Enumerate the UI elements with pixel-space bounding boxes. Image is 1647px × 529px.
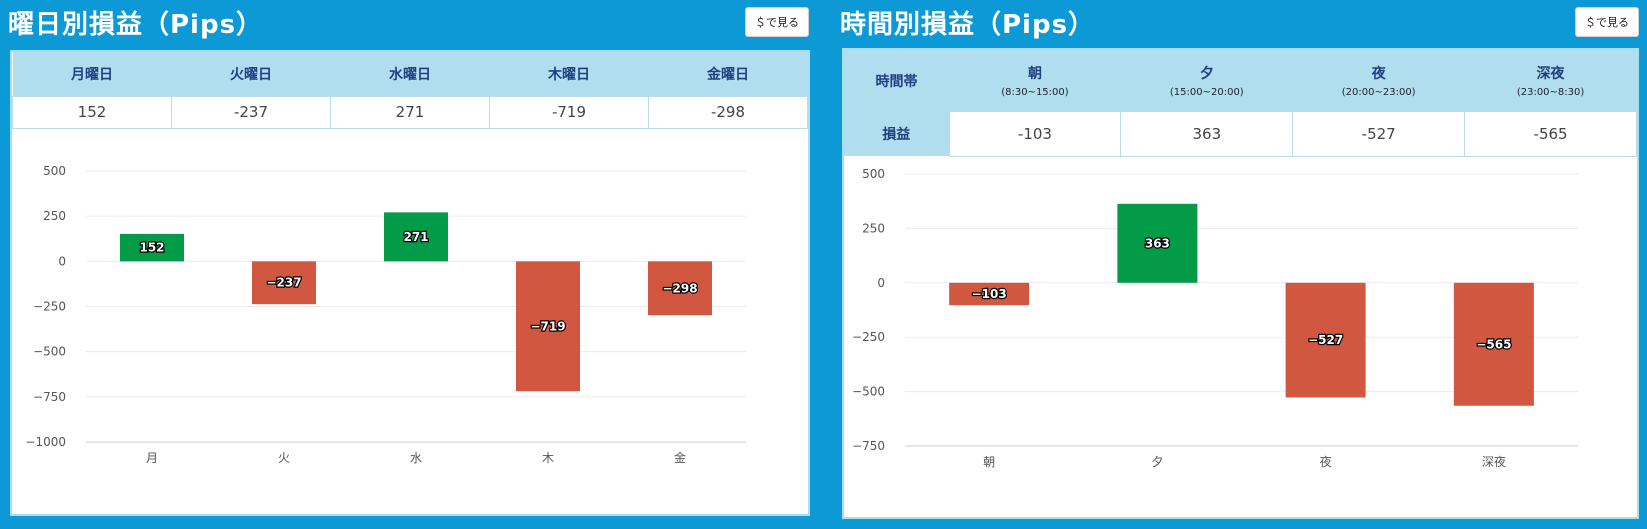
y-tick-label: −750 — [33, 390, 66, 404]
y-tick-label: 250 — [43, 209, 66, 223]
weekday-panel-header: 曜日別損益（Pips） ＄で見る — [0, 0, 820, 44]
time-bar-chart: 500 250 0 −250 −500 −750 −103 朝 363 夕 −527 夜 −565 深夜 — [852, 167, 1578, 469]
weekday-panel-title: 曜日別損益（Pips） — [8, 9, 264, 40]
bar-value-label: 152 — [139, 241, 164, 255]
y-tick-label: 250 — [862, 221, 885, 235]
x-tick-label: 水 — [410, 451, 422, 465]
time-panel: 時間別損益（Pips） ＄で見る 時間帯 朝 (8:30~15:00) 夕 (15:… — [840, 0, 1647, 519]
bar — [949, 282, 1030, 306]
x-tick-label: 木 — [542, 451, 554, 465]
bar — [648, 261, 712, 316]
time-table-header-row: 時間帯 朝 (8:30~15:00) 夕 (15:00~20:00) 夜 (20:00… — [844, 50, 1637, 111]
weekday-value-mon: 152 — [12, 95, 172, 129]
y-tick-label: 0 — [877, 276, 885, 290]
time-value-evening: 363 — [1120, 110, 1294, 157]
time-table-value-row: 損益 -103 363 -527 -565 — [844, 110, 1637, 157]
time-value-night: -527 — [1292, 110, 1466, 157]
time-panel-body: 時間帯 朝 (8:30~15:00) 夕 (15:00~20:00) 夜 (20:00… — [842, 48, 1639, 519]
y-tick-label: −500 — [852, 385, 885, 399]
x-tick-label: 夕 — [1151, 455, 1163, 469]
x-tick-label: 金 — [674, 450, 686, 465]
time-header-range: (20:00~23:00) — [1341, 86, 1416, 98]
time-header-name: 夕 — [1199, 65, 1214, 82]
bar-value-label: −719 — [530, 319, 565, 333]
time-value-late-night: -565 — [1464, 110, 1637, 157]
y-tick-label: −500 — [33, 345, 66, 359]
bar-value-label: −565 — [1476, 337, 1511, 351]
bar-value-label: −527 — [1308, 333, 1343, 347]
x-tick-label: 朝 — [983, 455, 995, 469]
time-header-range: (8:30~15:00) — [1001, 86, 1069, 98]
time-header-name: 深夜 — [1536, 65, 1565, 82]
time-panel-title: 時間別損益（Pips） — [840, 9, 1096, 40]
bar-value-label: 363 — [1145, 236, 1170, 250]
view-in-usd-button[interactable]: ＄で見る — [1575, 7, 1639, 37]
bar — [516, 261, 580, 392]
time-header-name: 夜 — [1371, 65, 1386, 82]
time-header-late-night: 深夜 (23:00~8:30) — [1464, 50, 1637, 111]
bar — [252, 261, 316, 305]
weekday-header-tue: 火曜日 — [171, 52, 331, 96]
y-tick-label: −750 — [852, 439, 885, 453]
weekday-header-wed: 水曜日 — [330, 52, 490, 96]
bar-value-label: 271 — [403, 230, 428, 244]
y-tick-label: 0 — [58, 254, 66, 268]
time-header-night: 夜 (20:00~23:00) — [1292, 50, 1465, 111]
time-table: 時間帯 朝 (8:30~15:00) 夕 (15:00~20:00) 夜 (20:00… — [844, 50, 1637, 157]
x-tick-label: 深夜 — [1482, 454, 1506, 469]
time-row-label: 損益 — [844, 111, 949, 156]
time-header-range: (23:00~8:30) — [1516, 86, 1585, 98]
weekday-panel-body: 月曜日 火曜日 水曜日 木曜日 金曜日 152 -237 271 -719 -2… — [10, 50, 810, 516]
bar — [120, 233, 184, 262]
bar — [1117, 203, 1198, 283]
weekday-value-fri: -298 — [648, 95, 808, 129]
weekday-header-fri: 金曜日 — [648, 52, 808, 96]
time-header-name: 朝 — [1027, 65, 1042, 82]
y-tick-label: −250 — [852, 330, 885, 344]
weekday-value-tue: -237 — [171, 95, 331, 129]
bar — [1285, 282, 1366, 398]
time-header-evening: 夕 (15:00~20:00) — [1120, 50, 1293, 111]
weekday-table-value-row: 152 -237 271 -719 -298 — [12, 95, 808, 129]
weekday-table: 月曜日 火曜日 水曜日 木曜日 金曜日 152 -237 271 -719 -2… — [12, 52, 808, 129]
x-tick-label: 火 — [278, 451, 290, 465]
bar — [384, 212, 448, 262]
bar-value-label: −103 — [972, 287, 1007, 301]
y-tick-label: 500 — [862, 167, 885, 181]
x-tick-label: 夜 — [1320, 454, 1332, 469]
x-tick-label: 月 — [146, 451, 158, 465]
y-tick-label: 500 — [43, 164, 66, 178]
y-tick-label: −250 — [33, 300, 66, 314]
weekday-header-mon: 月曜日 — [12, 52, 172, 96]
time-panel-header: 時間別損益（Pips） ＄で見る — [840, 0, 1647, 44]
time-value-morning: -103 — [948, 110, 1122, 157]
time-corner-label: 時間帯 — [844, 50, 949, 111]
weekday-bar-chart: 500 250 0 −250 −500 −750 −1000 152 月 −237 火 271 水 −71… — [25, 164, 746, 465]
weekday-header-thu: 木曜日 — [489, 52, 649, 96]
weekday-panel: 曜日別損益（Pips） ＄で見る 月曜日 火曜日 水曜日 木曜日 金曜日 152… — [0, 0, 820, 516]
weekday-value-thu: -719 — [489, 95, 649, 129]
weekday-value-wed: 271 — [330, 95, 490, 129]
y-tick-label: −1000 — [25, 435, 66, 449]
weekday-table-header-row: 月曜日 火曜日 水曜日 木曜日 金曜日 — [12, 52, 808, 96]
time-header-morning: 朝 (8:30~15:00) — [949, 50, 1121, 111]
bar-value-label: −298 — [662, 281, 697, 295]
bar-value-label: −237 — [266, 276, 301, 290]
time-header-range: (15:00~20:00) — [1169, 86, 1244, 98]
view-in-usd-button[interactable]: ＄で見る — [745, 7, 809, 37]
bar — [1453, 282, 1534, 406]
